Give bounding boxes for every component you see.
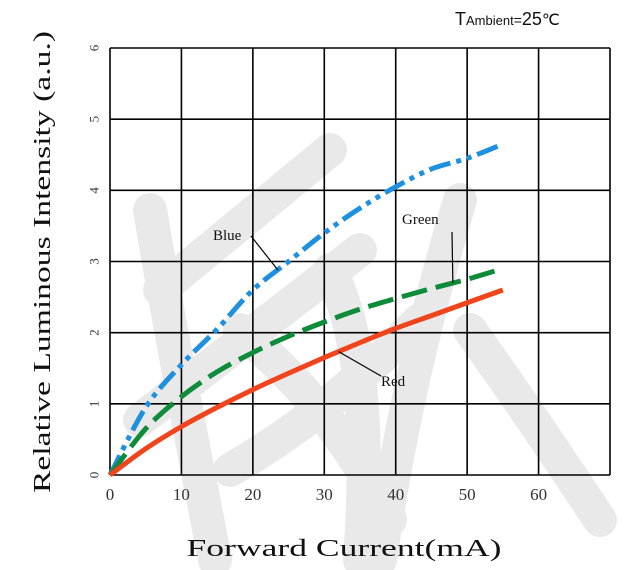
series-layer (107, 141, 504, 478)
leader-blue (250, 235, 279, 271)
tick-labels: 0 10 20 30 40 50 60 0 1 2 3 4 5 6 (87, 44, 548, 504)
series-line-red (108, 287, 504, 478)
watermark (123, 133, 617, 570)
watermark-stroke-1 (143, 133, 347, 307)
x-tick-label-6: 60 (530, 485, 547, 504)
y-tick-label-0: 0 (87, 472, 102, 479)
annotation-red: Red (381, 374, 406, 390)
annotation-green: Green (402, 212, 439, 228)
x-tick-label-1: 10 (173, 485, 190, 504)
y-axis-title: Relative Luminous Intensity (a.u.) (30, 31, 56, 493)
cond-subscript: Ambient (466, 13, 514, 28)
x-tick-label-0: 0 (106, 485, 115, 504)
cond-prefix: T (455, 9, 466, 29)
ambient-condition-label: TAmbient=25℃ (455, 9, 560, 29)
y-tick-label-2: 2 (87, 329, 102, 336)
x-tick-label-2: 20 (244, 485, 261, 504)
x-axis-title: Forward Current(mA) (187, 536, 502, 562)
annotation-blue: Blue (213, 228, 242, 244)
x-tick-label-3: 30 (316, 485, 333, 504)
cond-value: 25 (522, 9, 542, 29)
series-line-blue (107, 141, 504, 477)
x-tick-label-5: 50 (459, 485, 476, 504)
cond-unit: ℃ (542, 12, 560, 29)
annotation-leaders (250, 231, 454, 377)
y-tick-label-4: 4 (87, 187, 102, 194)
y-tick-label-1: 1 (87, 401, 102, 408)
cond-equals: = (514, 12, 522, 28)
y-tick-label-5: 5 (87, 116, 102, 123)
y-tick-label-6: 6 (87, 44, 102, 51)
series-line-green (108, 266, 504, 477)
x-tick-label-4: 40 (387, 485, 404, 504)
grid (109, 47, 611, 476)
leader-green (451, 231, 454, 284)
watermark-stroke-4 (313, 253, 381, 570)
leader-red (338, 351, 382, 377)
y-tick-label-3: 3 (87, 258, 102, 265)
